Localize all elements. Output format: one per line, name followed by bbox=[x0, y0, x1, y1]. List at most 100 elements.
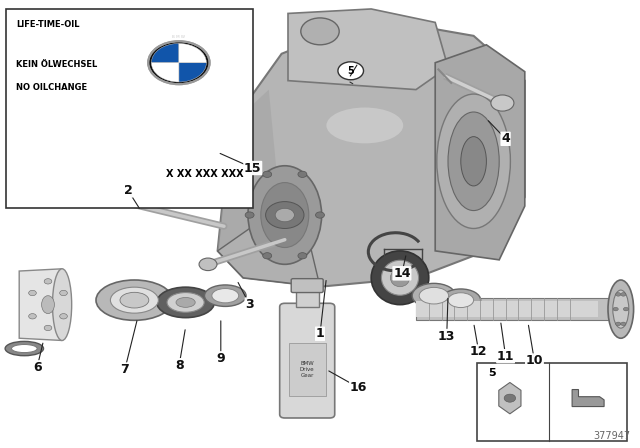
Circle shape bbox=[60, 314, 67, 319]
Circle shape bbox=[199, 258, 217, 271]
Ellipse shape bbox=[437, 94, 511, 228]
Ellipse shape bbox=[248, 166, 322, 264]
Ellipse shape bbox=[111, 287, 159, 313]
FancyBboxPatch shape bbox=[291, 279, 323, 293]
Bar bbox=[477, 363, 627, 441]
Ellipse shape bbox=[167, 293, 204, 312]
Circle shape bbox=[263, 171, 272, 177]
Wedge shape bbox=[151, 43, 179, 63]
Ellipse shape bbox=[390, 269, 410, 287]
Polygon shape bbox=[218, 224, 320, 287]
Wedge shape bbox=[179, 43, 206, 63]
Text: 7: 7 bbox=[120, 363, 129, 376]
Text: 9: 9 bbox=[216, 352, 225, 365]
Ellipse shape bbox=[176, 297, 195, 307]
Text: 8: 8 bbox=[175, 358, 184, 372]
Bar bbox=[289, 343, 326, 396]
Text: 10: 10 bbox=[525, 354, 543, 367]
Text: 4: 4 bbox=[501, 132, 510, 146]
Ellipse shape bbox=[212, 289, 239, 303]
Text: 2: 2 bbox=[124, 184, 132, 197]
Ellipse shape bbox=[157, 287, 214, 318]
Text: B M W: B M W bbox=[172, 35, 186, 39]
Circle shape bbox=[316, 212, 324, 218]
Text: NO OILCHANGE: NO OILCHANGE bbox=[16, 83, 87, 92]
Text: 1: 1 bbox=[316, 327, 324, 340]
Text: 15: 15 bbox=[244, 161, 262, 175]
Circle shape bbox=[338, 62, 364, 80]
Text: LIFE-TIME-OIL: LIFE-TIME-OIL bbox=[16, 20, 79, 29]
Circle shape bbox=[298, 253, 307, 259]
Wedge shape bbox=[179, 63, 206, 82]
Text: 4: 4 bbox=[501, 132, 510, 146]
Ellipse shape bbox=[381, 260, 419, 295]
Text: 5: 5 bbox=[348, 66, 354, 76]
Ellipse shape bbox=[371, 251, 429, 305]
Ellipse shape bbox=[613, 290, 628, 328]
Ellipse shape bbox=[120, 292, 149, 308]
Text: 2: 2 bbox=[124, 184, 132, 197]
Circle shape bbox=[491, 95, 514, 111]
Ellipse shape bbox=[412, 284, 456, 308]
Wedge shape bbox=[151, 63, 179, 82]
Polygon shape bbox=[218, 18, 525, 287]
Ellipse shape bbox=[301, 18, 339, 45]
Bar bbox=[416, 298, 624, 320]
Text: 7: 7 bbox=[120, 363, 129, 376]
Circle shape bbox=[613, 307, 618, 311]
Text: 6: 6 bbox=[33, 361, 42, 374]
Text: 16: 16 bbox=[349, 381, 367, 394]
Bar bbox=[6, 9, 253, 208]
Circle shape bbox=[262, 253, 272, 259]
Text: 3: 3 bbox=[245, 298, 254, 311]
Circle shape bbox=[44, 325, 52, 331]
Text: 6: 6 bbox=[33, 361, 42, 374]
Text: 10: 10 bbox=[525, 354, 543, 367]
Polygon shape bbox=[218, 90, 282, 269]
Text: 1: 1 bbox=[316, 327, 324, 340]
Text: 14: 14 bbox=[393, 267, 411, 280]
Text: 14: 14 bbox=[393, 267, 411, 280]
Ellipse shape bbox=[448, 112, 499, 211]
Ellipse shape bbox=[448, 293, 474, 307]
Text: 13: 13 bbox=[438, 329, 456, 343]
Circle shape bbox=[103, 193, 121, 206]
Circle shape bbox=[29, 290, 36, 296]
Text: 16: 16 bbox=[349, 381, 367, 394]
Circle shape bbox=[298, 171, 307, 177]
Text: X XX XXX XXX: X XX XXX XXX bbox=[166, 169, 243, 179]
Circle shape bbox=[621, 322, 626, 326]
Text: 13: 13 bbox=[438, 329, 456, 343]
Polygon shape bbox=[499, 383, 521, 414]
Circle shape bbox=[275, 208, 294, 222]
Ellipse shape bbox=[5, 341, 44, 356]
Circle shape bbox=[44, 279, 52, 284]
Ellipse shape bbox=[608, 280, 634, 338]
Ellipse shape bbox=[204, 285, 246, 306]
Polygon shape bbox=[288, 9, 448, 90]
Ellipse shape bbox=[326, 108, 403, 143]
Polygon shape bbox=[19, 269, 62, 340]
Text: KEIN ÖLWECHSEL: KEIN ÖLWECHSEL bbox=[16, 60, 97, 69]
Circle shape bbox=[616, 293, 621, 296]
Text: 11: 11 bbox=[497, 349, 515, 363]
Circle shape bbox=[623, 307, 628, 311]
Circle shape bbox=[148, 41, 210, 84]
Bar bbox=[296, 290, 319, 307]
Circle shape bbox=[266, 202, 304, 228]
Circle shape bbox=[60, 290, 67, 296]
Circle shape bbox=[616, 322, 621, 326]
Bar bbox=[416, 301, 598, 317]
Text: 12: 12 bbox=[470, 345, 488, 358]
Ellipse shape bbox=[419, 288, 449, 304]
Circle shape bbox=[504, 394, 516, 402]
FancyBboxPatch shape bbox=[280, 303, 335, 418]
Ellipse shape bbox=[261, 182, 309, 247]
Text: 11: 11 bbox=[497, 349, 515, 363]
Text: 5: 5 bbox=[488, 368, 496, 378]
Polygon shape bbox=[572, 389, 604, 407]
Ellipse shape bbox=[12, 345, 37, 353]
Text: 12: 12 bbox=[470, 345, 488, 358]
Circle shape bbox=[29, 314, 36, 319]
Text: BMW
Drive
Gear: BMW Drive Gear bbox=[300, 361, 314, 378]
